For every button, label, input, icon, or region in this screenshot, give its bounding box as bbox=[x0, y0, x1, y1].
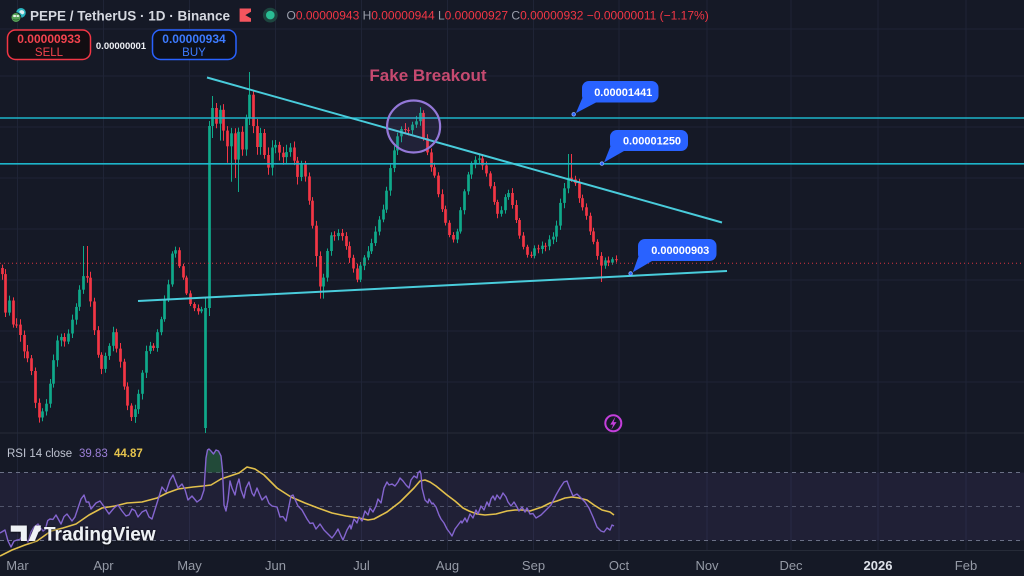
svg-text:RSI 14 close: RSI 14 close bbox=[7, 448, 72, 460]
svg-text:Sep: Sep bbox=[522, 558, 545, 573]
svg-text:O0.00000943 H0.00000944 L0.000: O0.00000943 H0.00000944 L0.00000927 C0.0… bbox=[287, 9, 709, 23]
svg-text:SELL: SELL bbox=[35, 47, 64, 59]
svg-text:Jun: Jun bbox=[265, 558, 286, 573]
svg-text:0.00001441: 0.00001441 bbox=[594, 87, 652, 99]
svg-text:TradingView: TradingView bbox=[44, 525, 156, 546]
svg-text:0.00000903: 0.00000903 bbox=[651, 245, 709, 257]
svg-text:PEPE / TetherUS · 1D · Binance: PEPE / TetherUS · 1D · Binance bbox=[30, 9, 231, 24]
svg-text:Mar: Mar bbox=[6, 558, 29, 573]
svg-text:BUY: BUY bbox=[182, 47, 206, 59]
svg-text:Aug: Aug bbox=[436, 558, 459, 573]
svg-text:Jul: Jul bbox=[353, 558, 370, 573]
svg-text:0.00000933: 0.00000933 bbox=[17, 32, 81, 46]
svg-text:0.00000001: 0.00000001 bbox=[96, 41, 147, 52]
svg-text:Fake Breakout: Fake Breakout bbox=[369, 66, 486, 85]
svg-text:0.00001250: 0.00001250 bbox=[623, 136, 681, 148]
svg-text:Feb: Feb bbox=[955, 558, 977, 573]
svg-text:2026: 2026 bbox=[864, 558, 893, 573]
svg-text:44.87: 44.87 bbox=[114, 448, 143, 460]
svg-text:0.00000934: 0.00000934 bbox=[162, 32, 226, 46]
svg-text:Apr: Apr bbox=[93, 558, 114, 573]
svg-text:Oct: Oct bbox=[609, 558, 630, 573]
svg-text:May: May bbox=[177, 558, 202, 573]
svg-text:Dec: Dec bbox=[779, 558, 803, 573]
svg-text:Nov: Nov bbox=[695, 558, 719, 573]
svg-text:39.83: 39.83 bbox=[79, 448, 108, 460]
